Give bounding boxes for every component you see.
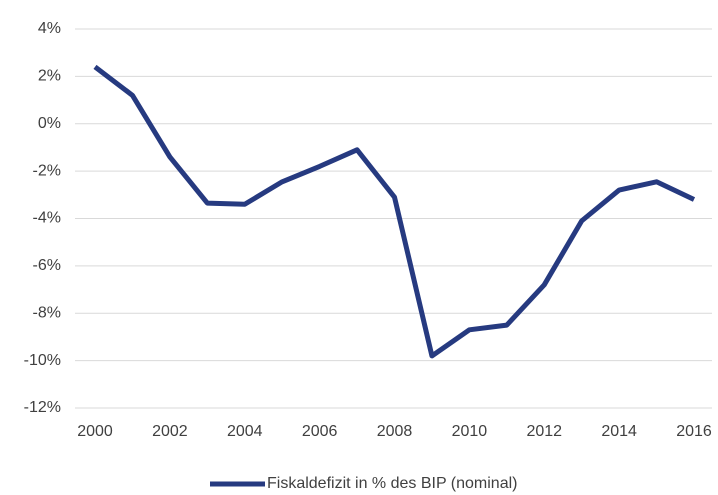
y-tick-label: -2% [33,162,61,179]
x-tick-label: 2000 [77,423,113,440]
y-tick-label: -4% [33,210,61,227]
x-tick-label: 2012 [526,423,562,440]
y-tick-label: -6% [33,257,61,274]
y-tick-label: -12% [24,399,61,416]
data-line [93,64,696,359]
y-tick-label: 2% [38,68,61,85]
y-tick-label: 4% [38,20,61,37]
x-tick-label: 2004 [227,423,263,440]
x-tick-label: 2006 [302,423,338,440]
x-tick-label: 2014 [601,423,637,440]
x-tick-label: 2010 [452,423,488,440]
y-tick-label: -8% [33,304,61,321]
x-tick-label: 2008 [377,423,413,440]
x-tick-label: 2016 [676,423,712,440]
x-tick-label: 2002 [152,423,188,440]
legend-label: Fiskaldefizit in % des BIP (nominal) [267,475,517,492]
y-tick-label: -10% [24,352,61,369]
y-tick-label: 0% [38,115,61,132]
